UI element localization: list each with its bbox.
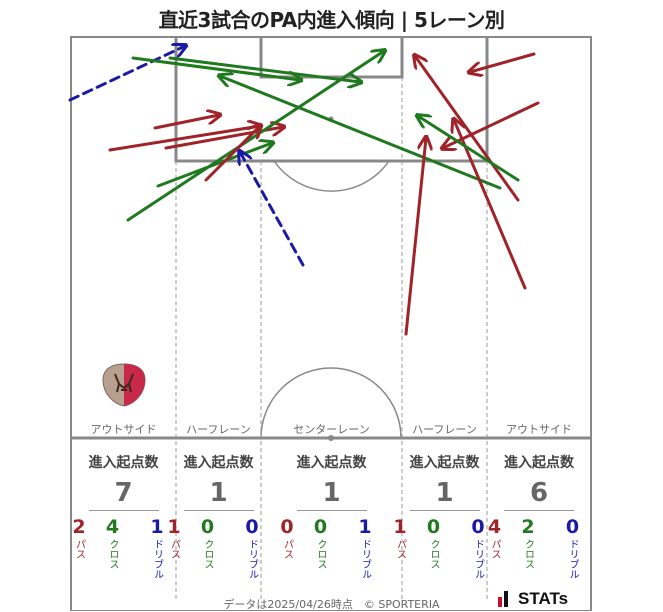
stat-divider (409, 510, 480, 511)
dribble-arrow (68, 46, 185, 102)
cross-arrow (418, 116, 520, 182)
stat-heading: 進入起点数 (409, 455, 480, 471)
pass-label: パス (168, 539, 180, 559)
pass-arrow (404, 138, 426, 336)
cross-arrow (168, 56, 360, 82)
center-circle (260, 367, 402, 439)
cross-label: クロス (202, 539, 213, 569)
dribble-count: 1 (358, 516, 372, 538)
lane-stats-outside-right: 進入起点数 6 4 パス 2 クロス 0 ドリブル (487, 452, 591, 579)
arrow-layer (68, 46, 540, 336)
entry-total: 1 (322, 478, 341, 508)
pass-arrow (108, 126, 260, 152)
cross-label: クロス (428, 539, 439, 569)
stat-divider (296, 510, 367, 511)
entry-total: 1 (435, 478, 454, 508)
cross-arrow (220, 76, 502, 190)
brand-name: STATs (518, 589, 569, 608)
lane-label-halfspace-right: ハーフレーン (412, 423, 477, 436)
entry-breakdown: 1 パス 0 クロス 0 ドリブル (393, 516, 487, 579)
cross-count: 2 (521, 516, 535, 538)
lane-label-outside-right: アウトサイド (506, 423, 572, 436)
lane-label-halfspace-left: ハーフレーン (186, 423, 251, 436)
entry-breakdown: 0 パス 0 クロス 1 ドリブル (261, 517, 402, 579)
dribble-label: ドリブル (472, 539, 484, 579)
dribble-label: ドリブル (359, 539, 371, 579)
dribble-count: 0 (565, 516, 580, 538)
stat-heading: 進入起点数 (504, 455, 574, 471)
cross-count: 4 (105, 516, 120, 538)
pass-label: パス (489, 539, 500, 559)
entry-total: 6 (529, 478, 549, 508)
cross-arrow (126, 51, 384, 222)
lane-stats-outside-left: 進入起点数 7 2 パス 4 クロス 1 ドリブル (71, 452, 176, 579)
pass-count: 1 (167, 516, 181, 538)
entry-total: 1 (209, 478, 228, 508)
cross-arrow (156, 143, 272, 188)
pass-count: 4 (487, 516, 502, 538)
lane-label-outside-left: アウトサイド (90, 423, 157, 436)
stat-divider (504, 510, 574, 511)
entry-breakdown: 1 パス 0 クロス 0 ドリブル (167, 516, 261, 579)
entry-breakdown: 2 パス 4 クロス 1 ドリブル (71, 517, 176, 579)
entry-breakdown: 4 パス 2 クロス 0 ドリブル (487, 517, 591, 579)
dribble-count: 1 (150, 516, 164, 538)
dribble-arrow (240, 152, 305, 267)
pass-count: 1 (393, 516, 407, 538)
data-timestamp-note: データは2025/04/26時点 © SPORTERIA (223, 598, 440, 611)
stat-heading: 進入起点数 (88, 455, 159, 471)
team-crest-icon (102, 363, 146, 407)
pass-arrow (204, 126, 260, 182)
brand-logo: STATs (498, 589, 568, 609)
stat-heading: 進入起点数 (296, 455, 367, 471)
lane-stats-halfspace-left: 進入起点数 1 1 パス 0 クロス 0 ドリブル (167, 452, 261, 579)
cross-arrow (131, 56, 300, 80)
pass-count: 0 (280, 516, 294, 538)
cross-count: 0 (426, 516, 441, 538)
cross-label: クロス (315, 539, 326, 569)
entry-total: 7 (114, 478, 133, 508)
dribble-label: ドリブル (246, 539, 258, 579)
cross-count: 0 (200, 516, 215, 538)
chart-title: 直近3試合のPA内進入傾向 | 5レーン別 (158, 8, 505, 32)
pitch-outline (70, 36, 592, 611)
lane-label-center: センターレーン (293, 423, 370, 436)
dribble-count: 0 (245, 516, 259, 538)
lane-stats-center: 進入起点数 1 0 パス 0 クロス 1 ドリブル (261, 452, 402, 579)
cross-label: クロス (522, 539, 534, 569)
stats-logo-icon (498, 591, 508, 607)
pass-label: パス (73, 539, 85, 559)
center-spot (328, 435, 334, 441)
penalty-area (174, 37, 489, 163)
dribble-count: 0 (471, 516, 485, 538)
pass-arrow (415, 56, 520, 202)
stat-divider (88, 510, 159, 511)
penalty-arc (273, 160, 390, 192)
pass-arrow (153, 115, 219, 130)
pass-label: パス (281, 539, 293, 559)
dribble-label: ドリブル (567, 539, 578, 579)
pass-count: 2 (72, 516, 86, 538)
stat-heading: 進入起点数 (183, 455, 254, 471)
pass-arrow (470, 52, 536, 72)
pass-label: パス (394, 539, 406, 559)
dribble-label: ドリブル (151, 539, 163, 579)
lane-stats-halfspace-right: 進入起点数 1 1 パス 0 クロス 0 ドリブル (393, 452, 487, 579)
cross-count: 0 (313, 516, 328, 538)
cross-label: クロス (107, 539, 118, 569)
stat-divider (183, 510, 254, 511)
